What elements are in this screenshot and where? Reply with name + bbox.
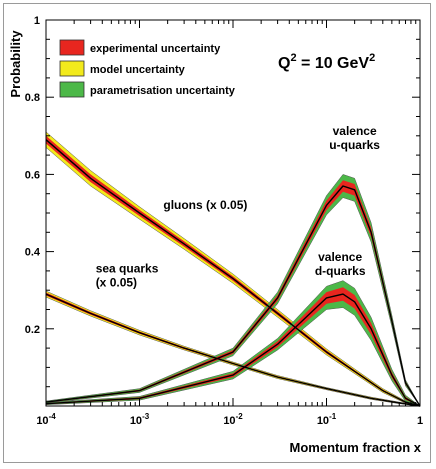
series-labels: gluons (x 0.05) sea quarks(x 0.05) valence… [96,124,381,289]
x-tick-label: 10-4 [36,412,56,427]
uv-label: valence [333,124,377,138]
x-axis-title: Momentum fraction x [290,440,422,455]
sea-label: (x 0.05) [96,275,137,289]
legend-swatch [59,60,85,77]
x-tick-label: 1 [417,415,423,427]
dv-label: d-quarks [315,264,366,278]
dv-label: valence [318,250,362,264]
y-tick-label: 0.6 [25,169,40,181]
gluons-central-line [45,139,421,407]
y-tick-label: 1 [34,15,40,27]
y-tick-label: 0.4 [25,247,41,259]
plot-background [46,20,420,406]
uv-central-line [45,185,421,407]
legend-label: model uncertainty [90,64,186,76]
y-tick-label: 0.2 [25,324,40,336]
sea-label: sea quarks [96,261,159,275]
x-tick-label: 10-2 [223,412,243,427]
legend-label: parametrisation uncertainty [90,85,236,97]
x-tick-labels: 10-4 10-3 10-2 10-1 1 [36,412,423,427]
axis-ticks [45,19,421,407]
pdf-chart: Probability Momentum fraction x 0.20.40.… [8,15,423,455]
chart-frame: Probability Momentum fraction x 0.2 0.4 0.… [3,3,431,463]
legend-swatch [59,81,85,98]
q2-annotation: Q2 = 10 GeV2 [278,52,375,72]
x-tick-label: 10-1 [317,412,337,427]
legend: experimental uncertainty model uncertaint… [59,39,236,98]
y-tick-labels: 0.2 0.4 0.6 0.8 1 [25,15,41,336]
uv-outer-band [45,174,421,407]
gluons-label: gluons (x 0.05) [163,198,247,212]
legend-label: experimental uncertainty [90,43,221,55]
uv-label: u-quarks [329,138,380,152]
dv-central-line [45,293,421,407]
y-axis-title: Probability [8,30,23,98]
central-lines [45,139,421,407]
sea-central-line [45,293,421,407]
y-tick-label: 0.8 [25,92,40,104]
x-tick-label: 10-3 [130,412,150,427]
plot-area [45,19,421,407]
legend-swatch [59,39,85,56]
